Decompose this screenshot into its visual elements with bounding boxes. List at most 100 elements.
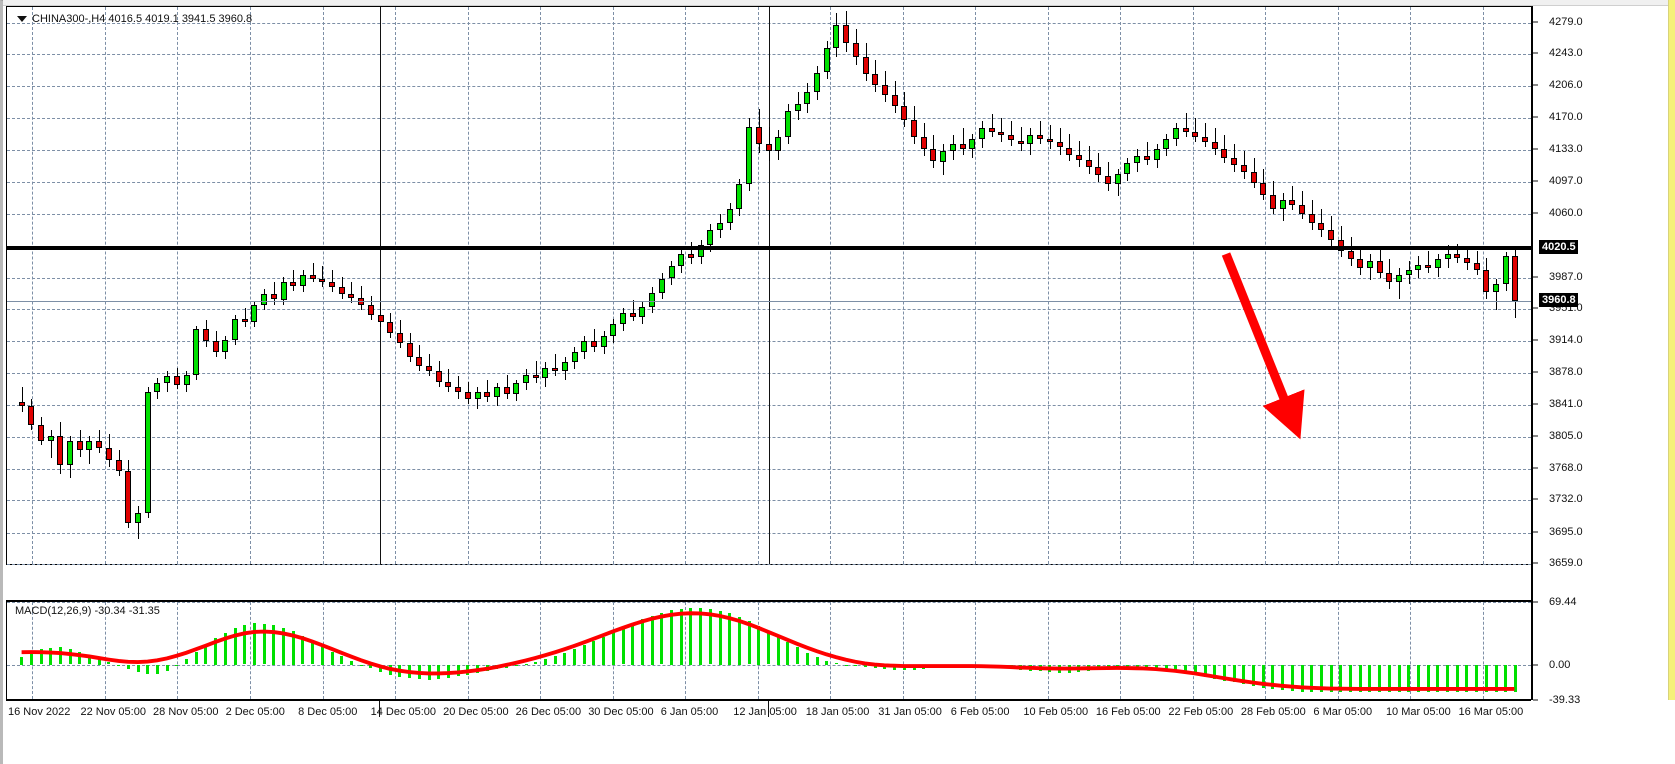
- macd-histogram-bar: [1038, 664, 1042, 672]
- macd-histogram-bar: [1232, 664, 1236, 683]
- candle-wick: [933, 135, 934, 169]
- macd-histogram-bar: [427, 664, 431, 680]
- candle-wick: [1186, 112, 1187, 137]
- macd-histogram-bar: [78, 651, 82, 665]
- candle-wick: [138, 505, 139, 539]
- time-axis-label: 6 Feb 05:00: [950, 706, 1010, 718]
- candle-wick: [545, 362, 546, 387]
- last-price-badge[interactable]: 3960.8: [1539, 292, 1578, 307]
- axis-tick: [1533, 52, 1538, 54]
- candle-wick: [31, 399, 32, 431]
- candle-wick: [342, 276, 343, 300]
- grid-hline: [7, 86, 1531, 88]
- time-axis[interactable]: 16 Nov 2022 22 Nov 05:00 28 Nov 05:00 2 Dec…: [6, 700, 1531, 764]
- candle-body-bearish: [862, 56, 869, 75]
- macd-histogram-bar: [126, 664, 130, 670]
- candle-wick: [293, 269, 294, 291]
- candle-wick: [1098, 152, 1099, 183]
- candle-body-bullish: [707, 229, 714, 246]
- macd-histogram-bar: [1349, 664, 1352, 692]
- macd-histogram-bar: [388, 664, 392, 675]
- macd-histogram-bar: [408, 664, 412, 679]
- candle-body-bearish: [1308, 213, 1315, 223]
- candle-body-bearish: [484, 392, 491, 398]
- macd-histogram-bar: [311, 640, 315, 665]
- top-scroll-strip[interactable]: [3, 0, 1675, 6]
- macd-grid-hline: [7, 664, 1531, 666]
- macd-histogram-bar: [893, 664, 897, 670]
- price-chart-pane[interactable]: CHINA300-,H4 4016.5 4019.1 3941.5 3960.8: [6, 6, 1531, 565]
- time-axis-label: 14 Dec 05:00: [370, 706, 437, 718]
- candle-body-bearish: [290, 282, 297, 286]
- macd-histogram-bar: [679, 608, 683, 665]
- macd-grid-vline: [177, 602, 179, 699]
- candle-body-bearish: [338, 287, 345, 295]
- level-price-badge[interactable]: 4020.5: [1539, 240, 1578, 255]
- candle-body-bullish: [1124, 163, 1131, 174]
- candle-wick: [1380, 248, 1381, 279]
- macd-grid-vline: [830, 602, 832, 699]
- macd-histogram-bar: [301, 635, 305, 665]
- last-price-line[interactable]: [7, 300, 1531, 302]
- candle-body-bearish: [1376, 261, 1383, 274]
- candle-wick: [186, 371, 187, 393]
- candle-wick: [749, 117, 750, 192]
- candle-wick: [1302, 191, 1303, 220]
- candle-body-bearish: [1192, 131, 1199, 137]
- macd-histogram-bar: [922, 664, 926, 670]
- macd-grid-vline: [685, 602, 687, 699]
- candle-body-bearish: [891, 95, 898, 106]
- price-axis-label: 3768.0: [1549, 461, 1583, 474]
- macd-gridlines: [7, 602, 1531, 699]
- macd-histogram-bar: [1067, 664, 1071, 673]
- candle-wick: [652, 287, 653, 314]
- grid-hline: [7, 117, 1531, 119]
- candle-body-bearish: [1483, 269, 1490, 293]
- grid-vline: [1410, 7, 1412, 564]
- candle-body-bearish: [1066, 147, 1073, 155]
- candle-body-bearish: [18, 401, 25, 406]
- candle-body-bullish: [658, 278, 665, 293]
- macd-histogram-bar: [1106, 664, 1110, 670]
- candle-wick: [866, 42, 867, 82]
- candle-wick: [264, 289, 265, 310]
- candle-body-bullish: [280, 282, 287, 300]
- candle-wick: [1515, 247, 1516, 318]
- price-axis[interactable]: 4279.0 4243.0 4206.0 4170.0 4133.0 4097.0 4060…: [1531, 6, 1641, 706]
- candle-wick: [1205, 123, 1206, 148]
- horizontal-level-line[interactable]: [7, 246, 1531, 251]
- candle-wick: [1399, 268, 1400, 300]
- candle-wick: [1457, 243, 1458, 263]
- candle-body-bearish: [503, 386, 510, 394]
- candle-wick: [613, 318, 614, 344]
- macd-indicator-pane[interactable]: MACD(12,26,9) -30.34 -31.35: [6, 600, 1531, 700]
- vertical-scrollbar-thumb[interactable]: [1668, 0, 1675, 700]
- candle-body-bearish: [1318, 222, 1325, 230]
- grid-vline: [612, 7, 614, 564]
- macd-histogram-bar: [1184, 664, 1188, 674]
- candle-wick: [128, 460, 129, 529]
- grid-vline: [32, 7, 34, 564]
- macd-histogram-bar: [1513, 664, 1517, 692]
- macd-histogram-bar: [495, 664, 499, 670]
- macd-histogram-bar: [1048, 664, 1052, 673]
- macd-histogram-bar: [999, 664, 1003, 668]
- grid-vline: [104, 7, 106, 564]
- price-axis-label: 4279.0: [1549, 15, 1583, 28]
- macd-histogram-bar: [796, 647, 800, 665]
- macd-histogram-bar: [379, 664, 382, 672]
- candle-body-bullish: [251, 304, 258, 323]
- collapse-triangle-icon[interactable]: [17, 16, 27, 23]
- candle-wick: [1137, 149, 1138, 172]
- candle-body-bullish: [183, 374, 190, 386]
- price-axis-label: 3732.0: [1549, 493, 1583, 506]
- candle-wick: [778, 130, 779, 160]
- macd-histogram-bar: [320, 646, 324, 665]
- chart-header: CHINA300-,H4 4016.5 4019.1 3941.5 3960.8: [17, 13, 252, 25]
- candle-body-bullish: [1444, 254, 1451, 260]
- red-down-arrow-annotation[interactable]: [7, 7, 1532, 566]
- vertical-scrollbar[interactable]: [1668, 0, 1675, 700]
- macd-histogram-bar: [262, 623, 266, 665]
- price-axis-label: 4133.0: [1549, 143, 1583, 156]
- candle-body-bearish: [765, 144, 772, 152]
